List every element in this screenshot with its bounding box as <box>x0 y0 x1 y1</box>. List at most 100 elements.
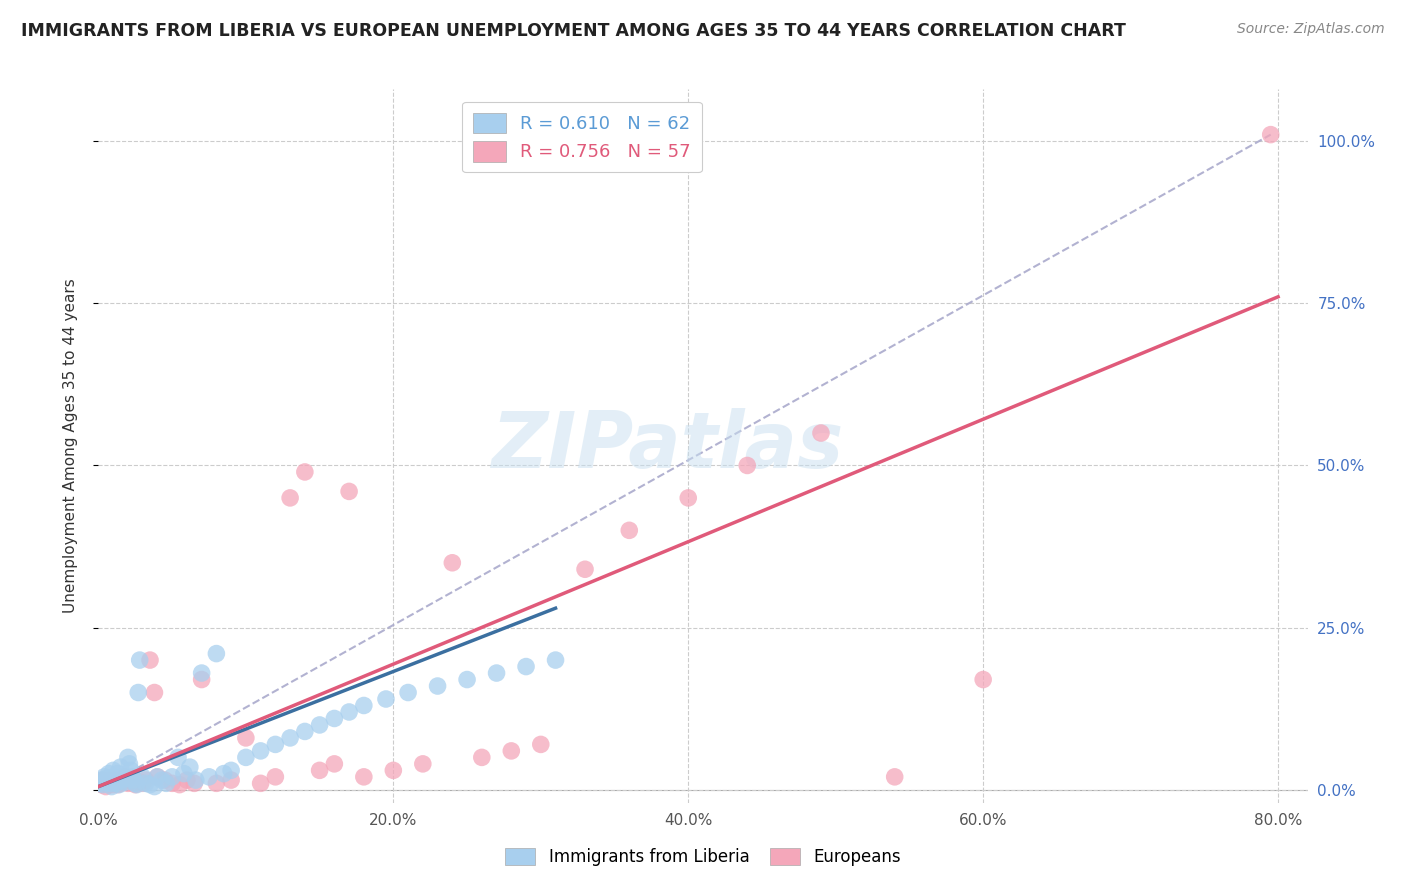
Point <box>111 773 134 788</box>
Point <box>544 653 567 667</box>
Point <box>235 731 257 745</box>
Point <box>111 773 134 788</box>
Point <box>353 698 375 713</box>
Point <box>98 773 121 788</box>
Point <box>1260 128 1282 142</box>
Point <box>115 771 138 785</box>
Point <box>205 647 228 661</box>
Point <box>153 773 176 788</box>
Point <box>143 685 166 699</box>
Point <box>93 770 115 784</box>
Point <box>120 764 142 778</box>
Point <box>735 458 758 473</box>
Point <box>97 778 120 792</box>
Text: Source: ZipAtlas.com: Source: ZipAtlas.com <box>1237 22 1385 37</box>
Point <box>190 666 212 681</box>
Point <box>124 776 146 790</box>
Point <box>396 685 419 699</box>
Point <box>139 778 162 792</box>
Point <box>100 776 122 790</box>
Point <box>278 491 301 505</box>
Point <box>155 776 177 790</box>
Point <box>249 776 271 790</box>
Point <box>441 556 464 570</box>
Point <box>114 770 136 784</box>
Point <box>93 776 115 790</box>
Point <box>515 659 537 673</box>
Point <box>100 780 122 794</box>
Point <box>167 750 190 764</box>
Point <box>810 425 832 440</box>
Point <box>219 773 242 788</box>
Point <box>117 750 139 764</box>
Point <box>90 773 112 788</box>
Y-axis label: Unemployment Among Ages 35 to 44 years: Unemployment Among Ages 35 to 44 years <box>63 278 77 614</box>
Point <box>114 775 136 789</box>
Point <box>353 770 375 784</box>
Point <box>184 773 207 788</box>
Point <box>235 750 257 764</box>
Point <box>91 773 114 788</box>
Point <box>146 770 169 784</box>
Point <box>456 673 478 687</box>
Point <box>375 692 398 706</box>
Point <box>94 775 117 789</box>
Point <box>101 764 124 778</box>
Point <box>101 778 124 792</box>
Point <box>219 764 242 778</box>
Point <box>117 776 139 790</box>
Point <box>485 666 508 681</box>
Point <box>426 679 449 693</box>
Point <box>212 766 235 780</box>
Point <box>89 776 111 790</box>
Point <box>125 778 148 792</box>
Point <box>264 770 287 784</box>
Point <box>112 770 135 784</box>
Point <box>91 778 114 792</box>
Point <box>190 673 212 687</box>
Point <box>108 778 131 792</box>
Point <box>183 776 205 790</box>
Point <box>294 724 316 739</box>
Point <box>294 465 316 479</box>
Point <box>678 491 700 505</box>
Point <box>139 653 162 667</box>
Point <box>160 776 183 790</box>
Point <box>176 773 198 788</box>
Point <box>323 756 346 771</box>
Point <box>107 766 129 780</box>
Point <box>308 764 330 778</box>
Point <box>501 744 523 758</box>
Legend: R = 0.610   N = 62, R = 0.756   N = 57: R = 0.610 N = 62, R = 0.756 N = 57 <box>463 102 702 172</box>
Point <box>278 731 301 745</box>
Point <box>97 766 120 780</box>
Point <box>412 756 434 771</box>
Text: ZIPatlas: ZIPatlas <box>491 408 842 484</box>
Point <box>101 773 124 788</box>
Point <box>90 778 112 792</box>
Legend: Immigrants from Liberia, Europeans: Immigrants from Liberia, Europeans <box>498 840 908 875</box>
Point <box>118 756 141 771</box>
Point <box>198 770 221 784</box>
Point <box>124 778 146 792</box>
Point <box>323 711 346 725</box>
Point <box>131 776 153 790</box>
Point <box>96 771 118 785</box>
Point <box>121 770 143 784</box>
Point <box>471 750 494 764</box>
Point <box>122 773 145 788</box>
Point <box>94 780 117 794</box>
Point <box>173 766 195 780</box>
Point <box>308 718 330 732</box>
Point <box>89 776 111 790</box>
Point <box>574 562 596 576</box>
Point <box>337 705 360 719</box>
Point <box>382 764 405 778</box>
Point <box>108 775 131 789</box>
Text: IMMIGRANTS FROM LIBERIA VS EUROPEAN UNEMPLOYMENT AMONG AGES 35 TO 44 YEARS CORRE: IMMIGRANTS FROM LIBERIA VS EUROPEAN UNEM… <box>21 22 1126 40</box>
Point <box>150 773 173 788</box>
Point <box>131 770 153 784</box>
Point <box>146 770 169 784</box>
Point <box>169 778 191 792</box>
Point <box>143 780 166 794</box>
